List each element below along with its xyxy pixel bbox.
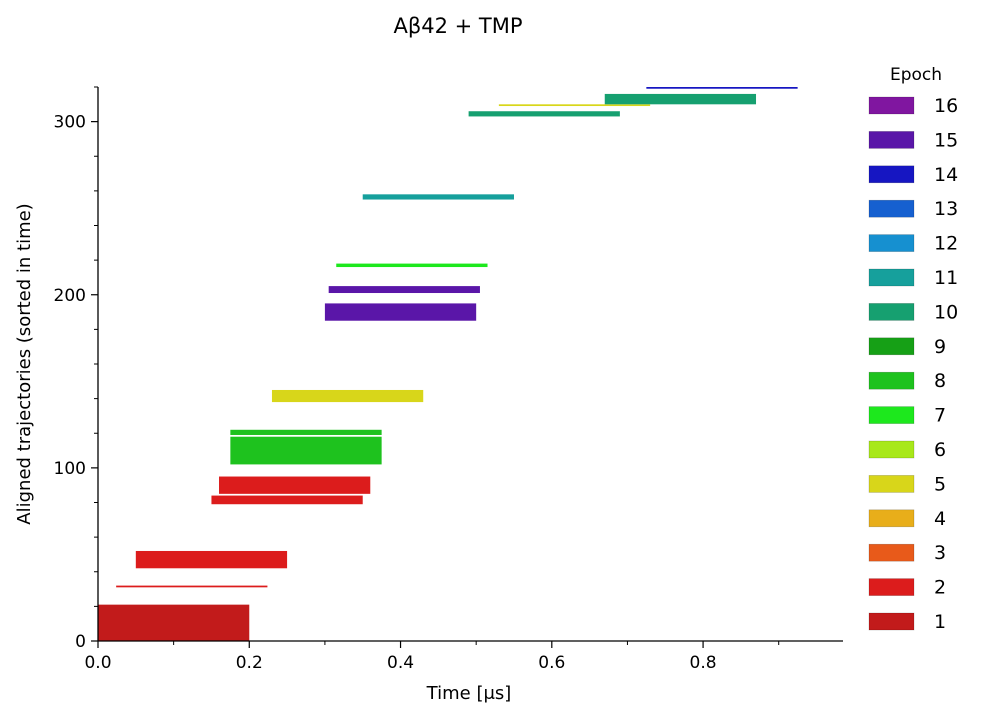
x-tick-label: 0.4 [387, 653, 414, 673]
bar-epoch-15-9 [328, 286, 480, 294]
legend-swatch-epoch-1 [868, 612, 915, 631]
bar-epoch-15-8 [324, 303, 477, 321]
bar-epoch-11-11 [362, 194, 514, 200]
bar-epoch-2-1 [116, 585, 268, 588]
legend-swatch-epoch-15 [868, 131, 915, 149]
legend-label-epoch-11: 11 [934, 267, 958, 289]
y-tick-label: 200 [54, 286, 86, 306]
x-tick-label: 0.8 [690, 653, 717, 673]
legend-swatch-epoch-3 [868, 543, 915, 562]
legend-swatch-epoch-14 [868, 165, 915, 184]
x-tick-label: 0.0 [84, 653, 111, 673]
legend-swatch-epoch-2 [868, 578, 915, 596]
y-axis-label: Aligned trajectories (sorted in time) [14, 203, 35, 524]
legend-swatch-epoch-13 [868, 199, 915, 218]
y-tick-label: 0 [75, 632, 86, 652]
bar-epoch-8-5 [230, 436, 382, 465]
legend-label-epoch-4: 4 [934, 508, 946, 530]
legend-label-epoch-10: 10 [934, 301, 958, 323]
bar-epoch-10-14 [604, 93, 757, 105]
legend-label-epoch-5: 5 [934, 473, 946, 495]
legend-label-epoch-3: 3 [934, 542, 946, 564]
bar-epoch-5-7 [271, 389, 424, 403]
bar-epoch-1-0 [98, 604, 250, 641]
legend-swatch-epoch-11 [868, 268, 915, 287]
x-tick-label: 0.2 [236, 653, 263, 673]
legend-label-epoch-6: 6 [934, 439, 946, 461]
bar-epoch-5-13 [498, 104, 651, 107]
bars-group [98, 87, 798, 641]
legend-swatch-epoch-16 [868, 96, 915, 115]
y-tick-label: 300 [54, 113, 86, 133]
chart-title: Aβ42 + TMP [393, 14, 522, 38]
legend-swatch-epoch-9 [868, 337, 915, 356]
legend-label-epoch-15: 15 [934, 129, 958, 151]
bar-epoch-2-2 [135, 550, 288, 569]
bar-epoch-2-3 [211, 495, 363, 505]
legend-label-epoch-14: 14 [934, 164, 958, 186]
bar-epoch-8-6 [230, 429, 382, 435]
bar-epoch-2-4 [219, 476, 371, 494]
axes-group: 0.0 0.2 0.4 0.6 0.8 0 100 200 300 [54, 86, 843, 673]
legend-label-epoch-2: 2 [934, 577, 946, 599]
bar-epoch-14-15 [646, 87, 798, 89]
legend: Epoch 16 15 14 13 12 11 10 9 8 7 6 5 4 3 2 1 [868, 65, 958, 633]
legend-label-epoch-7: 7 [934, 405, 946, 427]
legend-label-epoch-12: 12 [934, 233, 958, 255]
legend-label-epoch-9: 9 [934, 336, 946, 358]
x-tick-label: 0.6 [538, 653, 565, 673]
legend-title: Epoch [890, 65, 942, 85]
legend-swatch-epoch-5 [868, 475, 915, 493]
legend-swatch-epoch-8 [868, 371, 915, 390]
x-axis-label: Time [μs] [426, 683, 512, 704]
legend-swatch-epoch-12 [868, 234, 915, 252]
bar-epoch-10-12 [468, 111, 620, 117]
y-tick-label: 100 [54, 459, 86, 479]
bar-epoch-7-10 [336, 263, 488, 268]
legend-label-epoch-8: 8 [934, 370, 946, 392]
legend-label-epoch-1: 1 [934, 611, 946, 633]
legend-swatch-epoch-6 [868, 440, 915, 459]
legend-label-epoch-13: 13 [934, 198, 958, 220]
legend-swatch-epoch-4 [868, 509, 915, 528]
legend-swatch-epoch-10 [868, 303, 915, 321]
legend-label-epoch-16: 16 [934, 95, 958, 117]
legend-swatch-epoch-7 [868, 406, 915, 424]
